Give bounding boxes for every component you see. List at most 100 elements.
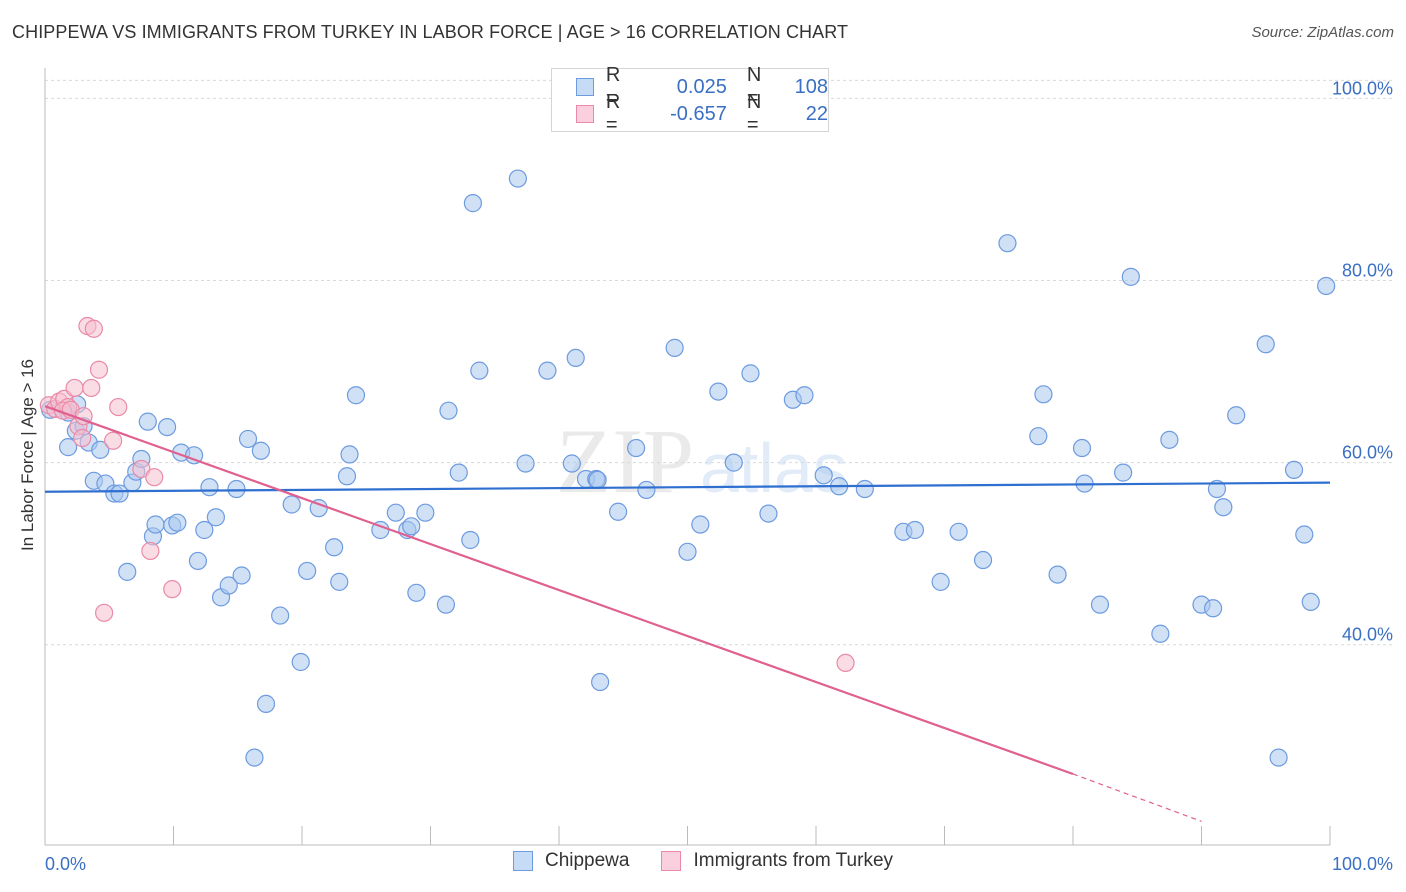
chippewa-point xyxy=(609,502,628,521)
chippewa-point xyxy=(1029,427,1048,446)
chippewa-point xyxy=(949,522,968,541)
chippewa-point xyxy=(227,479,246,499)
chippewa-point xyxy=(538,361,557,380)
chippewa-point xyxy=(340,445,359,464)
chippewa-point xyxy=(591,672,610,692)
turkey-point xyxy=(84,319,103,338)
legend-item-chippewa[interactable]: Chippewa xyxy=(512,850,630,872)
chippewa-point xyxy=(330,572,349,591)
legend-r-value: -0.657 xyxy=(670,102,727,125)
legend-n-value: 108 xyxy=(794,75,828,98)
chippewa-point xyxy=(905,520,925,540)
chippewa-point xyxy=(346,386,366,405)
chippewa-point xyxy=(691,515,710,534)
chippewa-point xyxy=(741,364,760,383)
chippewa-point xyxy=(1301,592,1320,612)
chippewa-point xyxy=(1048,565,1067,584)
chippewa-point xyxy=(855,479,874,499)
chippewa-point xyxy=(271,606,290,625)
legend-label-turkey: Immigrants from Turkey xyxy=(693,850,894,871)
chippewa-point xyxy=(1207,479,1227,499)
y-tick-label: 60.0% xyxy=(1342,443,1393,463)
chippewa-point xyxy=(1034,385,1053,404)
chippewa-point xyxy=(59,438,78,457)
legend-label-chippewa: Chippewa xyxy=(544,850,630,871)
turkey-point xyxy=(95,603,114,622)
legend-row-turkey: R = -0.657 N = 22 xyxy=(576,91,828,136)
chippewa-point xyxy=(665,338,684,357)
turkey-trend-line xyxy=(44,405,1074,776)
turkey-point xyxy=(73,428,92,448)
chippewa-point xyxy=(325,538,344,557)
chippewa-point xyxy=(998,234,1017,253)
chippewa-point xyxy=(337,467,357,486)
legend-n-label: N = xyxy=(746,64,762,109)
chippewa-point xyxy=(386,503,405,522)
y-tick-label: 40.0% xyxy=(1342,625,1393,645)
chippewa-point xyxy=(245,748,264,767)
legend-item-turkey[interactable]: Immigrants from Turkey xyxy=(661,850,893,872)
legend-n-value: 22 xyxy=(805,102,828,125)
turkey-point xyxy=(163,580,182,599)
chippewa-point xyxy=(678,542,697,561)
chippewa-point xyxy=(463,194,483,213)
chippewa-point xyxy=(562,454,581,473)
legend-swatch-turkey xyxy=(661,851,682,871)
series-legend: Chippewa Immigrants from Turkey xyxy=(0,850,1406,872)
legend-swatch-turkey xyxy=(576,105,594,123)
tick-labels: 100.0% 80.0% 60.0% 40.0% 0.0% 100.0% xyxy=(45,78,1393,874)
chippewa-point xyxy=(200,478,219,497)
chippewa-point xyxy=(157,417,177,437)
chippewa-point xyxy=(206,508,226,527)
chippewa-point xyxy=(588,470,607,490)
chippewa-point xyxy=(461,530,480,550)
turkey-trend-extension xyxy=(1072,773,1202,822)
chippewa-point xyxy=(188,551,208,571)
chippewa-point xyxy=(516,454,535,473)
chippewa-point xyxy=(1114,463,1133,482)
data-points xyxy=(39,169,1336,767)
chippewa-point xyxy=(118,562,137,581)
trend-lines xyxy=(44,405,1331,822)
turkey-point xyxy=(132,459,151,479)
chart-source: Source: ZipAtlas.com xyxy=(1251,24,1394,41)
chippewa-point xyxy=(1072,438,1092,458)
chippewa-point xyxy=(1269,748,1288,767)
turkey-point xyxy=(82,378,101,398)
chippewa-point xyxy=(1317,276,1336,296)
chippewa-point xyxy=(1203,599,1223,618)
chippewa-point xyxy=(814,466,833,485)
chippewa-point xyxy=(1227,406,1246,425)
chippewa-point xyxy=(470,361,489,380)
chippewa-point xyxy=(1151,624,1170,643)
chippewa-point xyxy=(1121,267,1140,286)
chippewa-point xyxy=(402,517,421,536)
legend-swatch-chippewa xyxy=(576,78,594,96)
chippewa-point xyxy=(759,504,778,523)
chippewa-point xyxy=(407,583,426,602)
legend-r-label: R = xyxy=(605,64,621,109)
legend-n-label: N = xyxy=(746,91,762,136)
turkey-point xyxy=(141,541,160,561)
chippewa-point xyxy=(1284,460,1304,479)
chippewa-trend-line xyxy=(44,481,1331,493)
gridlines xyxy=(45,79,1392,646)
chippewa-point xyxy=(298,561,317,581)
chippewa-point xyxy=(138,412,157,431)
turkey-point xyxy=(145,468,164,487)
x-tick-label-max: 100.0% xyxy=(1332,854,1393,874)
chippewa-point xyxy=(973,550,993,570)
chippewa-point xyxy=(282,495,301,514)
turkey-point xyxy=(836,653,855,673)
correlation-legend: R = 0.025 N = 108 R = -0.657 N = 22 xyxy=(551,64,829,136)
chippewa-point xyxy=(795,386,814,405)
chippewa-point xyxy=(1256,335,1275,354)
chippewa-point xyxy=(436,595,456,614)
chippewa-point xyxy=(238,429,258,449)
y-tick-label: 80.0% xyxy=(1342,261,1393,281)
chippewa-point xyxy=(416,503,435,522)
chippewa-point xyxy=(256,694,276,713)
chippewa-point xyxy=(566,348,585,368)
legend-swatch-chippewa xyxy=(512,851,533,871)
chippewa-point xyxy=(439,401,458,420)
